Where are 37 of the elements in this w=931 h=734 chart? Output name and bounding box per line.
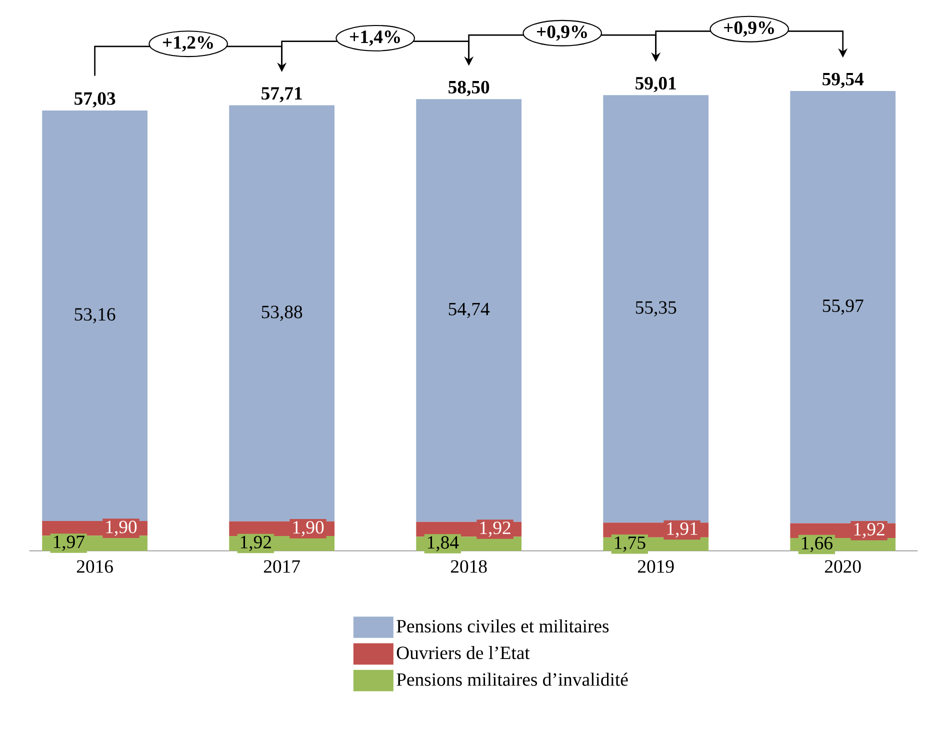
- data-label: 1,91: [667, 522, 698, 538]
- bar: [42, 110, 148, 522]
- data-label: 1,92: [240, 536, 271, 552]
- bar: [229, 106, 335, 522]
- data-label: 1,84: [428, 536, 459, 552]
- legend-label: Pensions militaires d’invalidité: [396, 672, 628, 686]
- data-label: 54,74: [448, 303, 490, 318]
- text: +0,9%: [724, 22, 774, 37]
- total-label: 57,03: [74, 92, 116, 108]
- total-label: 58,50: [448, 81, 490, 96]
- data-label: 55,97: [822, 300, 864, 315]
- legend-label: Ouvriers de l’Etat: [396, 646, 530, 660]
- x-tick-label: 2018: [450, 560, 487, 574]
- total-label: 57,71: [262, 87, 302, 103]
- x-tick-label: 2017: [264, 560, 300, 574]
- data-label: 1,66: [802, 537, 832, 552]
- total-label: 59,54: [822, 73, 864, 88]
- bar: [790, 91, 896, 524]
- bar: [603, 95, 709, 523]
- data-label: 53,88: [262, 306, 302, 322]
- text: +0,9%: [536, 26, 587, 41]
- x-tick-label: 2020: [825, 560, 861, 574]
- total-label: 59,01: [636, 77, 676, 92]
- data-label: 1,90: [106, 520, 137, 536]
- data-label: 55,35: [636, 301, 676, 317]
- x-tick-label: 2016: [76, 560, 113, 574]
- data-label: 1,92: [854, 523, 884, 538]
- data-label: 53,16: [74, 308, 116, 324]
- data-label: 1,92: [480, 522, 510, 538]
- text: +1,4%: [350, 30, 400, 46]
- legend-label: Pensions civiles et militaires: [396, 620, 609, 633]
- data-label: 1,90: [293, 521, 324, 537]
- x-tick-label: 2019: [638, 560, 674, 574]
- text: +1,2%: [162, 36, 213, 52]
- data-label: 1,97: [54, 536, 84, 552]
- bar: [416, 99, 522, 522]
- data-label: 1,75: [614, 536, 646, 552]
